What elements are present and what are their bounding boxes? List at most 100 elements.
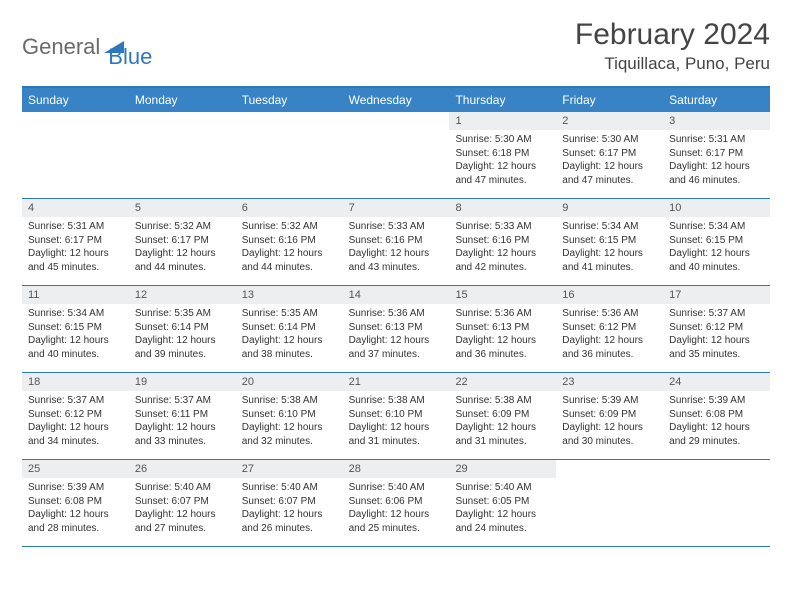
- info-line: Daylight: 12 hours: [669, 334, 764, 348]
- day-number: 27: [236, 460, 343, 478]
- info-line: Sunset: 6:11 PM: [135, 408, 230, 422]
- info-line: Sunrise: 5:33 AM: [349, 220, 444, 234]
- day-cell: 24Sunrise: 5:39 AMSunset: 6:08 PMDayligh…: [663, 373, 770, 459]
- day-number: 20: [236, 373, 343, 391]
- day-cell: 25Sunrise: 5:39 AMSunset: 6:08 PMDayligh…: [22, 460, 129, 546]
- info-line: Daylight: 12 hours: [455, 247, 550, 261]
- info-line: Daylight: 12 hours: [242, 508, 337, 522]
- day-number: 21: [343, 373, 450, 391]
- title-block: February 2024 Tiquillaca, Puno, Peru: [575, 18, 770, 74]
- info-line: and 27 minutes.: [135, 522, 230, 536]
- day-cell: 10Sunrise: 5:34 AMSunset: 6:15 PMDayligh…: [663, 199, 770, 285]
- day-info: Sunrise: 5:33 AMSunset: 6:16 PMDaylight:…: [343, 217, 450, 280]
- info-line: Sunset: 6:15 PM: [562, 234, 657, 248]
- info-line: Daylight: 12 hours: [242, 247, 337, 261]
- info-line: Sunset: 6:16 PM: [242, 234, 337, 248]
- info-line: Sunset: 6:17 PM: [669, 147, 764, 161]
- day-number: 5: [129, 199, 236, 217]
- day-number: 8: [449, 199, 556, 217]
- day-cell: 12Sunrise: 5:35 AMSunset: 6:14 PMDayligh…: [129, 286, 236, 372]
- day-cell: [556, 460, 663, 546]
- day-info: Sunrise: 5:34 AMSunset: 6:15 PMDaylight:…: [556, 217, 663, 280]
- week-row: 11Sunrise: 5:34 AMSunset: 6:15 PMDayligh…: [22, 286, 770, 373]
- day-number: 18: [22, 373, 129, 391]
- day-info: Sunrise: 5:37 AMSunset: 6:11 PMDaylight:…: [129, 391, 236, 454]
- info-line: Sunset: 6:12 PM: [669, 321, 764, 335]
- info-line: Sunrise: 5:30 AM: [455, 133, 550, 147]
- info-line: Sunrise: 5:39 AM: [28, 481, 123, 495]
- info-line: Sunset: 6:12 PM: [28, 408, 123, 422]
- info-line: Sunrise: 5:30 AM: [562, 133, 657, 147]
- info-line: and 41 minutes.: [562, 261, 657, 275]
- day-number: 9: [556, 199, 663, 217]
- info-line: and 28 minutes.: [28, 522, 123, 536]
- info-line: Sunrise: 5:35 AM: [242, 307, 337, 321]
- info-line: and 32 minutes.: [242, 435, 337, 449]
- day-cell: 6 Sunrise: 5:32 AMSunset: 6:16 PMDaylight…: [236, 199, 343, 285]
- day-info: Sunrise: 5:34 AMSunset: 6:15 PMDaylight:…: [663, 217, 770, 280]
- day-info: Sunrise: 5:38 AMSunset: 6:10 PMDaylight:…: [343, 391, 450, 454]
- day-cell: 23Sunrise: 5:39 AMSunset: 6:09 PMDayligh…: [556, 373, 663, 459]
- logo-text-blue: Blue: [108, 44, 152, 70]
- dow-tue: Tuesday: [236, 88, 343, 112]
- day-info: Sunrise: 5:35 AMSunset: 6:14 PMDaylight:…: [236, 304, 343, 367]
- info-line: and 25 minutes.: [349, 522, 444, 536]
- info-line: Daylight: 12 hours: [349, 508, 444, 522]
- info-line: Daylight: 12 hours: [455, 421, 550, 435]
- info-line: Sunrise: 5:36 AM: [349, 307, 444, 321]
- day-cell: 16Sunrise: 5:36 AMSunset: 6:12 PMDayligh…: [556, 286, 663, 372]
- day-cell: 27Sunrise: 5:40 AMSunset: 6:07 PMDayligh…: [236, 460, 343, 546]
- day-number: 12: [129, 286, 236, 304]
- info-line: Daylight: 12 hours: [669, 421, 764, 435]
- info-line: Sunrise: 5:31 AM: [28, 220, 123, 234]
- info-line: Sunrise: 5:40 AM: [349, 481, 444, 495]
- info-line: Daylight: 12 hours: [669, 160, 764, 174]
- info-line: Daylight: 12 hours: [242, 421, 337, 435]
- info-line: Sunset: 6:17 PM: [135, 234, 230, 248]
- day-info: Sunrise: 5:30 AMSunset: 6:18 PMDaylight:…: [449, 130, 556, 193]
- dow-row: Sunday Monday Tuesday Wednesday Thursday…: [22, 88, 770, 112]
- day-cell: 18Sunrise: 5:37 AMSunset: 6:12 PMDayligh…: [22, 373, 129, 459]
- info-line: and 40 minutes.: [28, 348, 123, 362]
- info-line: Sunrise: 5:35 AM: [135, 307, 230, 321]
- day-info: Sunrise: 5:31 AMSunset: 6:17 PMDaylight:…: [22, 217, 129, 280]
- day-cell: 20Sunrise: 5:38 AMSunset: 6:10 PMDayligh…: [236, 373, 343, 459]
- day-info: Sunrise: 5:40 AMSunset: 6:07 PMDaylight:…: [236, 478, 343, 541]
- info-line: Sunrise: 5:34 AM: [28, 307, 123, 321]
- info-line: Sunrise: 5:32 AM: [242, 220, 337, 234]
- day-info: Sunrise: 5:32 AMSunset: 6:17 PMDaylight:…: [129, 217, 236, 280]
- day-cell: 17Sunrise: 5:37 AMSunset: 6:12 PMDayligh…: [663, 286, 770, 372]
- info-line: Daylight: 12 hours: [28, 247, 123, 261]
- day-cell: 5Sunrise: 5:32 AMSunset: 6:17 PMDaylight…: [129, 199, 236, 285]
- info-line: Sunrise: 5:39 AM: [669, 394, 764, 408]
- week-row: 25Sunrise: 5:39 AMSunset: 6:08 PMDayligh…: [22, 460, 770, 547]
- info-line: Daylight: 12 hours: [455, 334, 550, 348]
- day-info: Sunrise: 5:35 AMSunset: 6:14 PMDaylight:…: [129, 304, 236, 367]
- day-number: 10: [663, 199, 770, 217]
- info-line: and 30 minutes.: [562, 435, 657, 449]
- day-number: 6: [236, 199, 343, 217]
- day-info: Sunrise: 5:34 AMSunset: 6:15 PMDaylight:…: [22, 304, 129, 367]
- info-line: and 43 minutes.: [349, 261, 444, 275]
- info-line: Daylight: 12 hours: [562, 421, 657, 435]
- day-cell: 26Sunrise: 5:40 AMSunset: 6:07 PMDayligh…: [129, 460, 236, 546]
- day-cell: [129, 112, 236, 198]
- info-line: Daylight: 12 hours: [28, 508, 123, 522]
- day-cell: [22, 112, 129, 198]
- day-number: 19: [129, 373, 236, 391]
- info-line: Sunrise: 5:38 AM: [455, 394, 550, 408]
- day-cell: [236, 112, 343, 198]
- day-number: 16: [556, 286, 663, 304]
- info-line: and 24 minutes.: [455, 522, 550, 536]
- info-line: Daylight: 12 hours: [28, 421, 123, 435]
- info-line: Daylight: 12 hours: [455, 508, 550, 522]
- day-number: 25: [22, 460, 129, 478]
- info-line: Sunset: 6:07 PM: [242, 495, 337, 509]
- info-line: Daylight: 12 hours: [349, 334, 444, 348]
- day-number: [236, 112, 343, 130]
- info-line: and 45 minutes.: [28, 261, 123, 275]
- info-line: Sunset: 6:14 PM: [135, 321, 230, 335]
- info-line: and 29 minutes.: [669, 435, 764, 449]
- info-line: Daylight: 12 hours: [669, 247, 764, 261]
- info-line: and 34 minutes.: [28, 435, 123, 449]
